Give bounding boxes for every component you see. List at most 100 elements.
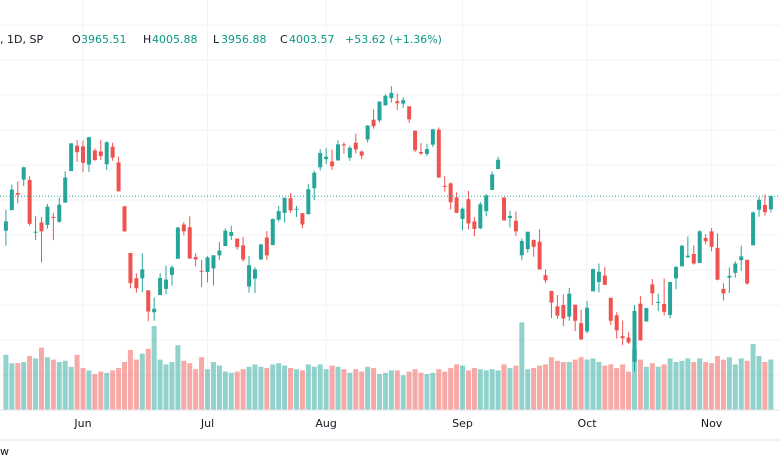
candle-body: [252, 269, 257, 279]
candle-body: [146, 290, 151, 312]
volume-bar: [720, 359, 726, 410]
candle-body: [549, 290, 554, 303]
candle-body: [531, 239, 536, 247]
volume-bar: [270, 364, 276, 410]
volume-bar: [353, 369, 359, 410]
candle-body: [229, 232, 234, 236]
volume-bar: [347, 372, 353, 410]
candle-body: [448, 183, 453, 203]
candle-body: [359, 151, 364, 156]
volume-bar: [460, 365, 466, 410]
volume-bar: [448, 368, 454, 410]
volume-bar: [282, 365, 288, 410]
volume-bar: [276, 363, 282, 410]
volume-bar: [9, 363, 15, 410]
candle-body: [353, 142, 358, 150]
volume-bar: [691, 362, 697, 410]
candle-body: [555, 306, 560, 316]
volume-bar: [584, 359, 590, 410]
candle-body: [134, 278, 139, 289]
volume-bar: [163, 364, 169, 410]
volume-bar: [151, 326, 157, 410]
volume-bar: [554, 360, 560, 410]
volume-bar: [181, 360, 187, 410]
volume-bar: [92, 374, 98, 410]
candle-body: [217, 250, 222, 256]
candle-body: [472, 221, 477, 229]
volume-bar: [116, 368, 122, 410]
candle-body: [596, 271, 601, 283]
volume-bar: [643, 366, 649, 410]
candle-body: [371, 119, 376, 127]
volume-bar: [631, 348, 637, 410]
x-axis: Jun Jul Aug Sep Oct Nov: [73, 417, 722, 430]
volume-bar: [62, 360, 68, 410]
candle-body: [650, 284, 655, 294]
volume-bar: [637, 359, 643, 410]
volume-bar: [679, 360, 685, 410]
volume-bar: [323, 369, 329, 410]
low-label: L: [213, 33, 220, 46]
volume-bar: [525, 369, 531, 410]
candle-body: [223, 230, 228, 247]
volume-bar: [661, 364, 667, 410]
low-value: 3956.88: [221, 33, 267, 46]
candle-body: [567, 293, 572, 317]
candle-body: [152, 308, 157, 313]
candle-body: [430, 129, 435, 145]
volume-bar: [519, 322, 525, 410]
candle-body: [288, 198, 293, 211]
volume-bar: [756, 356, 762, 410]
candle-body: [401, 100, 406, 104]
x-tick-label: Nov: [701, 417, 723, 430]
volume-bar: [234, 371, 240, 410]
candle-body: [335, 144, 340, 161]
volume-bar: [667, 358, 673, 410]
candle-body: [436, 129, 441, 178]
volume-bar: [543, 364, 549, 410]
volume-bar: [673, 362, 679, 410]
candle-body: [739, 256, 744, 261]
candle-body: [282, 197, 287, 213]
volume-bar: [127, 350, 133, 410]
candle-body: [270, 219, 275, 246]
candle-body: [122, 206, 127, 232]
candle-body: [513, 220, 518, 232]
candle-body: [276, 211, 281, 220]
volume-bar: [465, 370, 471, 410]
candle-body: [241, 245, 246, 260]
candle-body: [585, 307, 590, 332]
candle-body: [715, 247, 720, 280]
volume-bar: [709, 363, 715, 410]
volume-bar: [483, 370, 489, 410]
candle-body: [579, 323, 584, 340]
candle-body: [104, 142, 109, 165]
candle-body: [258, 244, 263, 260]
candle-body: [69, 143, 74, 172]
volume-bar: [216, 365, 222, 410]
x-tick-label: Aug: [315, 417, 336, 430]
volume-bar: [513, 365, 519, 410]
volume-bar: [21, 362, 27, 410]
volume-bar: [436, 369, 442, 410]
candle-body: [762, 204, 767, 213]
volume-bar: [193, 369, 199, 410]
close-label: C: [280, 33, 288, 46]
candle-body: [45, 206, 50, 225]
volume-bar: [56, 362, 62, 410]
volume-bar: [388, 370, 394, 410]
volume-bar: [110, 370, 116, 410]
candle-body: [169, 267, 174, 275]
volume-bar: [145, 348, 151, 410]
volume-bar: [531, 368, 537, 410]
volume-bar: [602, 365, 608, 410]
volume-bar: [264, 368, 270, 410]
candle-body: [679, 245, 684, 267]
volume-bar: [175, 345, 181, 410]
x-tick-label: Oct: [578, 417, 598, 430]
candle-body: [63, 177, 68, 203]
candle-body: [389, 92, 394, 99]
candle-body: [324, 156, 329, 160]
volume-bar: [187, 363, 193, 410]
